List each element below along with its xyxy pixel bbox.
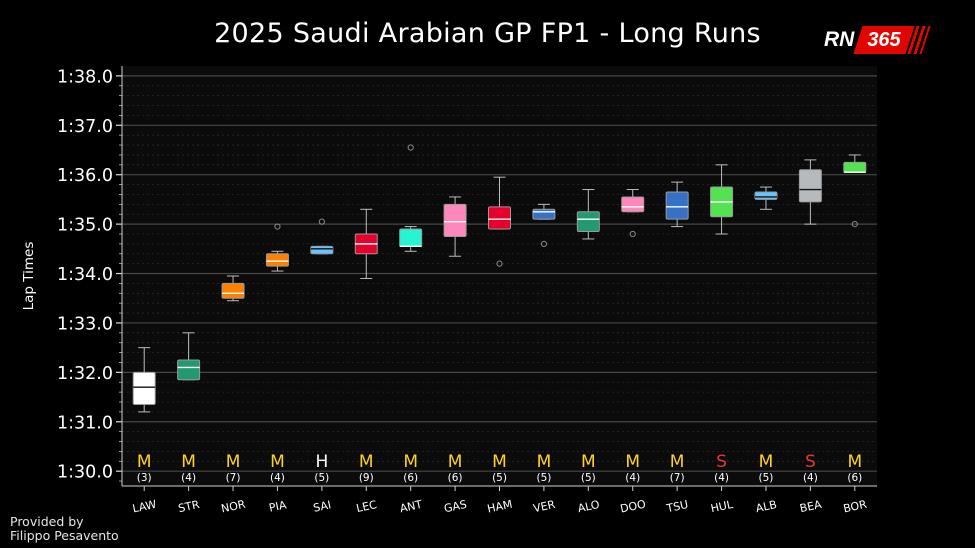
y-axis-label: Lap Times xyxy=(21,242,37,311)
y-tick-label: 1:34.0 xyxy=(57,265,113,285)
y-tick-label: 1:30.0 xyxy=(57,463,113,483)
outlier-point xyxy=(407,144,414,151)
box xyxy=(576,211,600,233)
compound-label: M xyxy=(759,452,774,472)
box xyxy=(399,228,423,247)
outlier-point xyxy=(318,218,325,225)
outlier-point xyxy=(629,230,636,238)
lap-count-label: (5) xyxy=(759,472,774,484)
box xyxy=(843,161,867,173)
lap-count-label: (5) xyxy=(581,472,596,484)
credit-line-2: Filippo Pesavento xyxy=(10,528,119,543)
y-tick-label: 1:32.0 xyxy=(57,364,113,384)
lap-count-label: (3) xyxy=(137,472,152,484)
chart-title: 2025 Saudi Arabian GP FP1 - Long Runs xyxy=(214,18,761,49)
y-tick-label: 1:33.0 xyxy=(57,314,113,334)
box xyxy=(798,169,822,203)
x-tick-label: BOR xyxy=(842,498,868,516)
x-tick-label: GAS xyxy=(443,498,468,516)
lap-count-label: (5) xyxy=(536,472,551,484)
x-tick-label: ALB xyxy=(755,498,778,515)
box xyxy=(754,191,778,200)
lap-count-label: (9) xyxy=(359,472,374,484)
box xyxy=(443,203,467,237)
box xyxy=(488,206,511,230)
outlier-point xyxy=(496,260,503,267)
x-tick-label: VER xyxy=(532,498,557,515)
credit-line-1: Provided by xyxy=(10,514,84,529)
box xyxy=(532,208,556,220)
lap-count-label: (6) xyxy=(403,472,418,484)
box xyxy=(177,359,201,381)
x-tick-label: PIA xyxy=(268,498,288,514)
lap-count-label: (4) xyxy=(181,472,196,484)
compound-label: M xyxy=(226,452,241,472)
lap-count-label: (6) xyxy=(448,472,463,484)
x-tick-label: DOO xyxy=(619,497,647,515)
x-tick-label: STR xyxy=(177,498,201,515)
x-tick-label: ANT xyxy=(399,498,424,515)
box xyxy=(665,191,689,220)
x-tick-label: ALO xyxy=(577,498,601,515)
lap-count-label: (7) xyxy=(226,472,241,484)
box xyxy=(310,245,334,255)
outlier-point xyxy=(851,221,858,228)
compound-label: M xyxy=(403,452,418,472)
y-tick-label: 1:36.0 xyxy=(57,166,113,186)
compound-label: M xyxy=(581,452,596,472)
lap-count-label: (5) xyxy=(492,472,507,484)
rn365-logo: RN 365 xyxy=(820,26,931,56)
compound-label: M xyxy=(448,452,463,472)
plot-area xyxy=(122,66,877,486)
compound-label: M xyxy=(181,452,196,472)
lap-count-label: (7) xyxy=(670,472,685,484)
compound-label: M xyxy=(847,452,862,472)
compound-label: M xyxy=(625,452,640,472)
compound-label: M xyxy=(537,452,552,472)
box xyxy=(621,196,645,213)
outlier-point xyxy=(274,223,281,230)
lap-count-label: (4) xyxy=(625,472,640,484)
x-tick-label: HUL xyxy=(709,498,735,516)
compound-label: M xyxy=(359,452,374,472)
box xyxy=(132,371,156,405)
x-tick-label: TSU xyxy=(664,498,689,515)
y-tick-label: 1:38.0 xyxy=(57,67,113,87)
compound-label: M xyxy=(270,452,285,472)
lap-count-label: (4) xyxy=(803,472,818,484)
compound-label: S xyxy=(716,452,727,472)
lap-count-label: (4) xyxy=(270,472,285,484)
x-tick-label: HAM xyxy=(486,498,513,516)
x-tick-label: SAI xyxy=(312,498,332,514)
box xyxy=(221,282,245,299)
y-tick-label: 1:35.0 xyxy=(57,216,113,236)
x-tick-label: BEA xyxy=(799,498,824,515)
lap-count-label: (6) xyxy=(847,472,862,484)
compound-label: H xyxy=(315,452,328,472)
lap-count-label: (4) xyxy=(714,472,729,484)
outlier-point xyxy=(540,240,548,247)
credit-text: Provided by Filippo Pesavento xyxy=(10,515,119,543)
x-tick-label: LAW xyxy=(131,498,157,516)
logo-rn-text: RN xyxy=(824,28,855,51)
compound-label: M xyxy=(137,452,152,472)
y-tick-label: 1:37.0 xyxy=(57,117,113,137)
x-tick-label: LEC xyxy=(355,498,378,515)
compound-label: M xyxy=(670,452,685,472)
x-tick-label: NOR xyxy=(220,498,247,516)
compound-label: M xyxy=(492,452,507,472)
lap-count-label: (5) xyxy=(314,472,329,484)
box xyxy=(265,253,289,267)
compound-label: S xyxy=(805,452,816,472)
y-tick-label: 1:31.0 xyxy=(57,413,113,433)
